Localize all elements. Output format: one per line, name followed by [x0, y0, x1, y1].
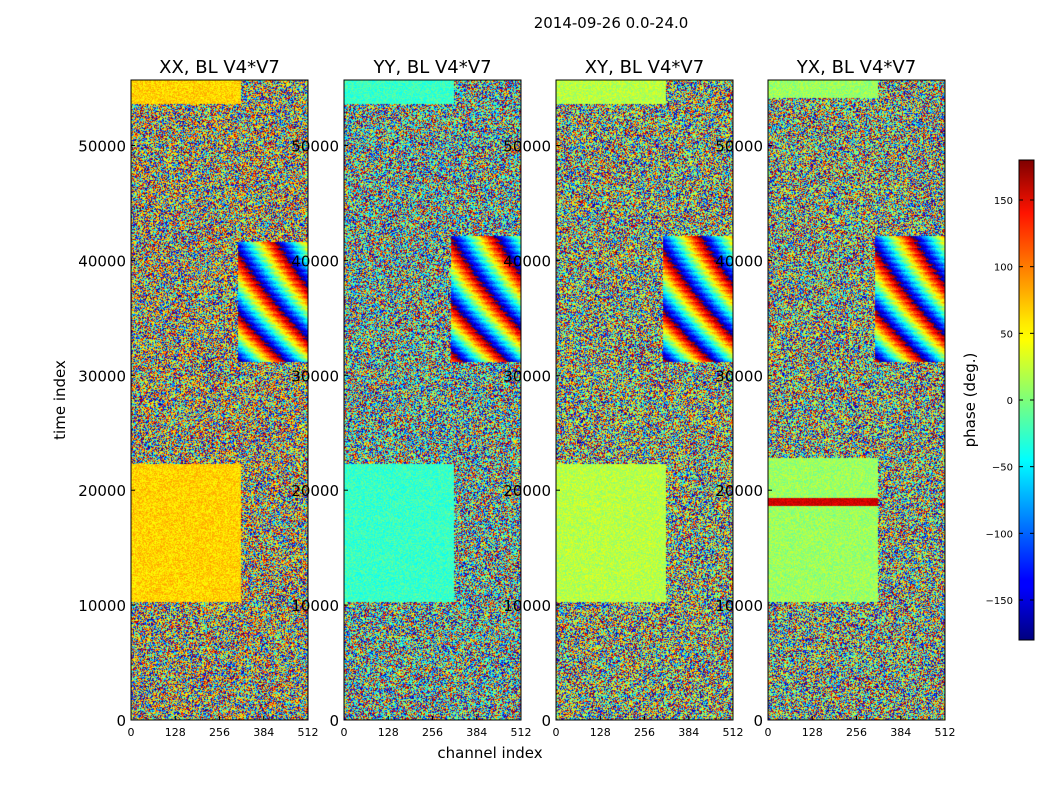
y-tick-label: 0: [116, 712, 126, 730]
y-tick-label: 0: [541, 712, 551, 730]
x-tick-label: 256: [209, 726, 230, 739]
x-tick-label: 128: [590, 726, 611, 739]
y-tick-label: 20000: [78, 482, 126, 500]
y-tick-label: 40000: [291, 252, 339, 270]
colorbar-tick-label: 150: [994, 196, 1013, 207]
panel-title: YY, BL V4*V7: [372, 57, 491, 78]
panel-xx: XX, BL V4*V7 0 128 256 384 512 0 10000 20000 3000…: [78, 57, 318, 739]
y-tick-label: 10000: [715, 597, 763, 615]
y-tick-label: 50000: [715, 137, 763, 155]
x-tick-label: 512: [935, 726, 956, 739]
x-tick-label: 0: [128, 726, 135, 739]
y-tick-label: 40000: [78, 252, 126, 270]
y-tick-label: 20000: [715, 482, 763, 500]
y-tick-label: 50000: [503, 137, 551, 155]
x-axis-label: channel index: [437, 744, 542, 762]
x-tick-label: 0: [765, 726, 772, 739]
y-tick-label: 30000: [291, 367, 339, 385]
panel-title: XY, BL V4*V7: [585, 57, 704, 78]
figure-title: 2014-09-26 0.0-24.0: [534, 14, 689, 32]
x-tick-label: 384: [253, 726, 274, 739]
phase-heatmap-image: [344, 80, 521, 720]
panel-yx: YX, BL V4*V7 0 128 256 384 512 0 10000 20000 3000…: [715, 57, 955, 739]
panel-title: YX, BL V4*V7: [796, 57, 916, 78]
y-tick-label: 20000: [503, 482, 551, 500]
x-tick-label: 384: [678, 726, 699, 739]
colorbar-tick-label: −150: [986, 596, 1013, 607]
y-tick-label: 10000: [78, 597, 126, 615]
x-tick-label: 512: [298, 726, 319, 739]
x-tick-label: 128: [165, 726, 186, 739]
x-tick-label: 384: [890, 726, 911, 739]
x-tick-label: 512: [511, 726, 532, 739]
x-tick-label: 256: [846, 726, 867, 739]
y-tick-label: 0: [329, 712, 339, 730]
y-tick-label: 30000: [503, 367, 551, 385]
x-tick-label: 256: [634, 726, 655, 739]
x-tick-label: 0: [341, 726, 348, 739]
panel-xy: XY, BL V4*V7 0 128 256 384 512 0 10000 20000 3000…: [503, 57, 743, 739]
x-tick-label: 256: [422, 726, 443, 739]
phase-heatmap-image: [768, 80, 945, 720]
y-tick-label: 30000: [78, 367, 126, 385]
y-tick-label: 10000: [291, 597, 339, 615]
x-tick-label: 512: [723, 726, 744, 739]
colorbar-tick-label: −100: [986, 529, 1013, 540]
panel-yy: YY, BL V4*V7 0 128 256 384 512 0 10000 20000 3000…: [291, 57, 531, 739]
colorbar-tick-label: 100: [994, 263, 1013, 274]
x-tick-label: 128: [378, 726, 399, 739]
y-tick-label: 40000: [715, 252, 763, 270]
y-axis-label: time index: [51, 360, 69, 440]
y-tick-label: 40000: [503, 252, 551, 270]
colorbar-tick-label: 0: [1007, 396, 1013, 407]
y-tick-label: 50000: [291, 137, 339, 155]
y-tick-label: 20000: [291, 482, 339, 500]
y-tick-label: 50000: [78, 137, 126, 155]
colorbar-tick-label: −50: [992, 463, 1013, 474]
colorbar-label: phase (deg.): [961, 353, 979, 448]
y-tick-label: 30000: [715, 367, 763, 385]
colorbar: phase (deg.) 150 100 50 0 −50 −100 −150: [961, 159, 1035, 641]
panel-title: XX, BL V4*V7: [159, 57, 280, 78]
x-tick-label: 128: [802, 726, 823, 739]
panels: XX, BL V4*V7 0 128 256 384 512 0 10000 20000 3000…: [78, 57, 955, 739]
x-tick-label: 0: [553, 726, 560, 739]
phase-heatmap-image: [556, 80, 733, 720]
y-tick-label: 10000: [503, 597, 551, 615]
phase-heatmap-image: [131, 80, 308, 720]
y-tick-label: 0: [753, 712, 763, 730]
colorbar-tick-label: 50: [1000, 329, 1013, 340]
x-tick-label: 384: [466, 726, 487, 739]
